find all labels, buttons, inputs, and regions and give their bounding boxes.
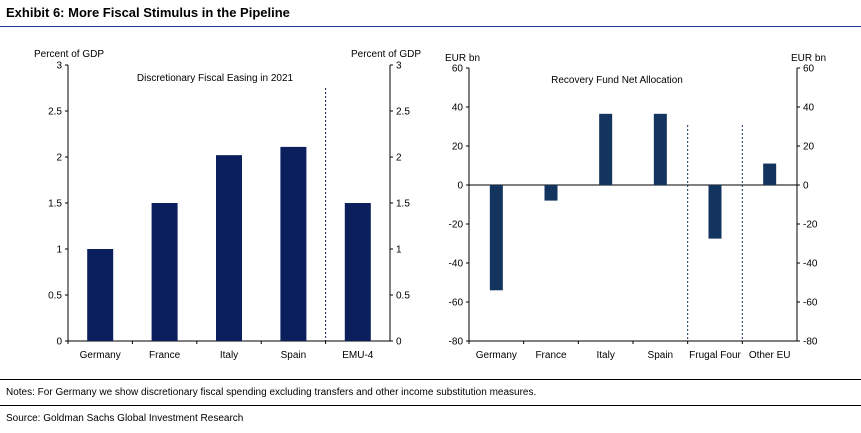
y-tick-label-right: 2.5 bbox=[396, 107, 410, 118]
bar-france bbox=[151, 203, 178, 341]
exhibit-title: Exhibit 6: More Fiscal Stimulus in the P… bbox=[6, 5, 290, 20]
y-tick-label-right: 3 bbox=[396, 61, 402, 72]
y-tick-label-left: 60 bbox=[452, 64, 464, 75]
right-y-label-left: EUR bn bbox=[445, 53, 480, 64]
bar-italy bbox=[599, 113, 613, 185]
y-tick-label-left: -40 bbox=[449, 259, 464, 270]
y-tick-label-right: -60 bbox=[803, 298, 818, 309]
right-chart-title: Recovery Fund Net Allocation bbox=[551, 75, 683, 86]
bar-germany bbox=[87, 249, 114, 341]
chart-left: Discretionary Fiscal Easing in 2021 Perc… bbox=[34, 49, 421, 361]
y-tick-label-right: 0 bbox=[803, 181, 809, 192]
x-tick-label: Spain bbox=[648, 350, 674, 361]
right-y-label-right: EUR bn bbox=[791, 53, 826, 64]
notes-rule-top bbox=[0, 379, 861, 380]
bar-spain bbox=[280, 146, 307, 341]
y-tick-label-right: 2 bbox=[396, 153, 402, 164]
x-tick-label: Germany bbox=[476, 350, 517, 361]
bar-italy bbox=[216, 155, 242, 341]
y-tick-label-right: 1.5 bbox=[396, 199, 410, 210]
bar-emu-4 bbox=[344, 203, 371, 341]
bar-other-eu bbox=[763, 163, 777, 185]
chart-right: Recovery Fund Net Allocation EUR bn EUR … bbox=[445, 53, 826, 361]
y-tick-label-left: 40 bbox=[452, 103, 464, 114]
y-tick-label-right: 40 bbox=[803, 103, 815, 114]
y-tick-label-left: 0 bbox=[56, 337, 62, 348]
title-rule bbox=[0, 26, 861, 27]
bar-spain bbox=[653, 113, 667, 185]
x-tick-label: Italy bbox=[596, 350, 614, 361]
x-tick-label: France bbox=[535, 350, 567, 361]
y-tick-label-left: -20 bbox=[449, 220, 464, 231]
x-tick-label: Spain bbox=[281, 350, 307, 361]
x-tick-label: Italy bbox=[220, 350, 238, 361]
y-tick-label-left: 20 bbox=[452, 142, 464, 153]
y-tick-label-left: 0.5 bbox=[48, 291, 62, 302]
x-tick-label: Frugal Four bbox=[689, 350, 741, 361]
notes-text: Notes: For Germany we show discretionary… bbox=[6, 387, 537, 398]
y-tick-label-left: -60 bbox=[449, 298, 464, 309]
y-tick-label-right: -40 bbox=[803, 259, 818, 270]
left-y-label-right: Percent of GDP bbox=[351, 49, 421, 60]
y-tick-label-right: 1 bbox=[396, 245, 402, 256]
y-tick-label-left: 3 bbox=[56, 61, 62, 72]
x-tick-label: Germany bbox=[80, 350, 121, 361]
left-chart-title: Discretionary Fiscal Easing in 2021 bbox=[137, 73, 294, 84]
y-tick-label-right: 60 bbox=[803, 64, 815, 75]
x-tick-label: Other EU bbox=[749, 350, 791, 361]
x-tick-label: EMU-4 bbox=[342, 350, 374, 361]
y-tick-label-left: 1.5 bbox=[48, 199, 62, 210]
y-tick-label-left: -80 bbox=[449, 337, 464, 348]
y-tick-label-right: -20 bbox=[803, 220, 818, 231]
notes-rule-bottom bbox=[0, 405, 861, 406]
bar-france bbox=[544, 185, 558, 201]
y-tick-label-left: 1 bbox=[56, 245, 62, 256]
y-tick-label-right: -80 bbox=[803, 337, 818, 348]
x-tick-label: France bbox=[149, 350, 181, 361]
y-tick-label-right: 0.5 bbox=[396, 291, 410, 302]
y-tick-label-left: 0 bbox=[457, 181, 463, 192]
left-y-label-left: Percent of GDP bbox=[34, 49, 104, 60]
bar-germany bbox=[489, 185, 503, 291]
source-text: Source: Goldman Sachs Global Investment … bbox=[6, 413, 244, 424]
y-tick-label-right: 20 bbox=[803, 142, 815, 153]
y-tick-label-left: 2 bbox=[56, 153, 62, 164]
y-tick-label-right: 0 bbox=[396, 337, 402, 348]
bar-frugal-four bbox=[708, 185, 722, 239]
y-tick-label-left: 2.5 bbox=[48, 107, 62, 118]
